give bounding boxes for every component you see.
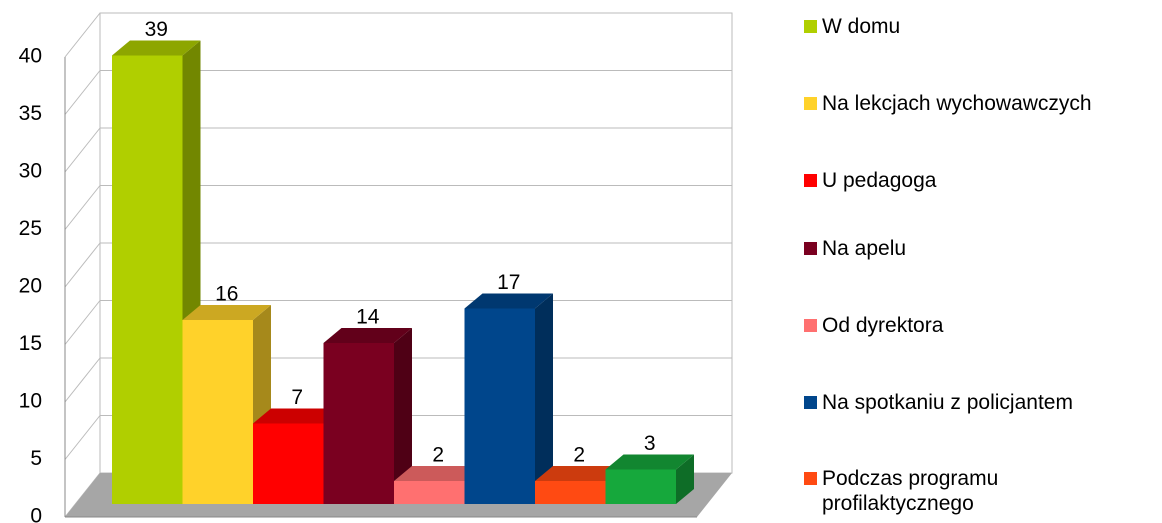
y-tick-label: 30 — [19, 160, 42, 183]
data-label: 16 — [215, 283, 238, 306]
legend-swatch — [804, 319, 817, 332]
y-tick-label: 25 — [19, 217, 42, 240]
legend-item: Podczas programu profilaktycznego — [804, 466, 1154, 516]
bar — [112, 55, 183, 504]
legend-label: Na apelu — [822, 237, 907, 260]
bar-top — [464, 293, 553, 309]
y-tick-label: 20 — [19, 275, 42, 298]
y-tick-label: 40 — [19, 45, 42, 68]
bar-side — [676, 454, 694, 504]
y-tick-label: 15 — [19, 332, 42, 355]
bar-side — [535, 293, 553, 504]
bar — [394, 481, 465, 504]
data-label: 2 — [573, 444, 585, 467]
y-tick-label: 35 — [19, 102, 42, 125]
bar-top — [605, 454, 694, 470]
legend-label: Na lekcjach wychowawczych — [822, 92, 1092, 115]
legend-item: Na lekcjach wychowawczych — [804, 91, 1154, 116]
data-label: 7 — [291, 386, 303, 409]
y-tick-label: 5 — [30, 447, 42, 470]
bar — [323, 343, 394, 504]
legend-swatch — [804, 20, 817, 33]
grid-line — [64, 12, 101, 58]
y-tick-label: 10 — [19, 390, 42, 413]
bar — [605, 469, 676, 504]
bar — [464, 308, 535, 504]
legend-swatch — [804, 396, 817, 409]
legend-label: U pedagoga — [822, 169, 937, 192]
legend-swatch — [804, 97, 817, 110]
bar — [253, 423, 324, 504]
bar — [535, 481, 606, 504]
grid-line — [64, 127, 101, 173]
bar-top — [112, 40, 201, 56]
bar-top — [535, 466, 624, 481]
data-label: 3 — [644, 432, 656, 455]
data-label: 39 — [145, 18, 168, 41]
bar — [182, 320, 253, 504]
bar-top — [323, 328, 412, 343]
legend-item: Na apelu — [804, 236, 1154, 261]
legend-item: Na spotkaniu z policjantem — [804, 390, 1154, 415]
bar-top — [394, 466, 483, 481]
data-label: 17 — [497, 271, 520, 294]
legend-swatch — [804, 174, 817, 187]
grid-line — [64, 70, 101, 115]
legend-item: W domu — [804, 14, 1154, 39]
legend-item: U pedagoga — [804, 168, 1154, 193]
y-tick-label: 0 — [30, 505, 42, 523]
data-label: 14 — [356, 306, 380, 329]
bar-side — [394, 328, 412, 504]
legend-label: W domu — [822, 15, 901, 38]
bar-top — [253, 408, 342, 424]
legend-label: Podczas programu profilaktycznego — [822, 467, 999, 515]
grid-line — [64, 415, 101, 460]
legend-item: Od dyrektora — [804, 313, 1154, 338]
grid-line — [64, 300, 101, 345]
data-label: 2 — [432, 444, 444, 467]
grid-line — [64, 242, 101, 288]
grid-line — [64, 357, 101, 403]
bar-top — [182, 305, 271, 320]
legend-label: Na spotkaniu z policjantem — [822, 391, 1073, 414]
legend-label: Od dyrektora — [822, 314, 944, 337]
legend-swatch — [804, 472, 817, 485]
legend-swatch — [804, 242, 817, 255]
grid-line — [64, 185, 101, 230]
